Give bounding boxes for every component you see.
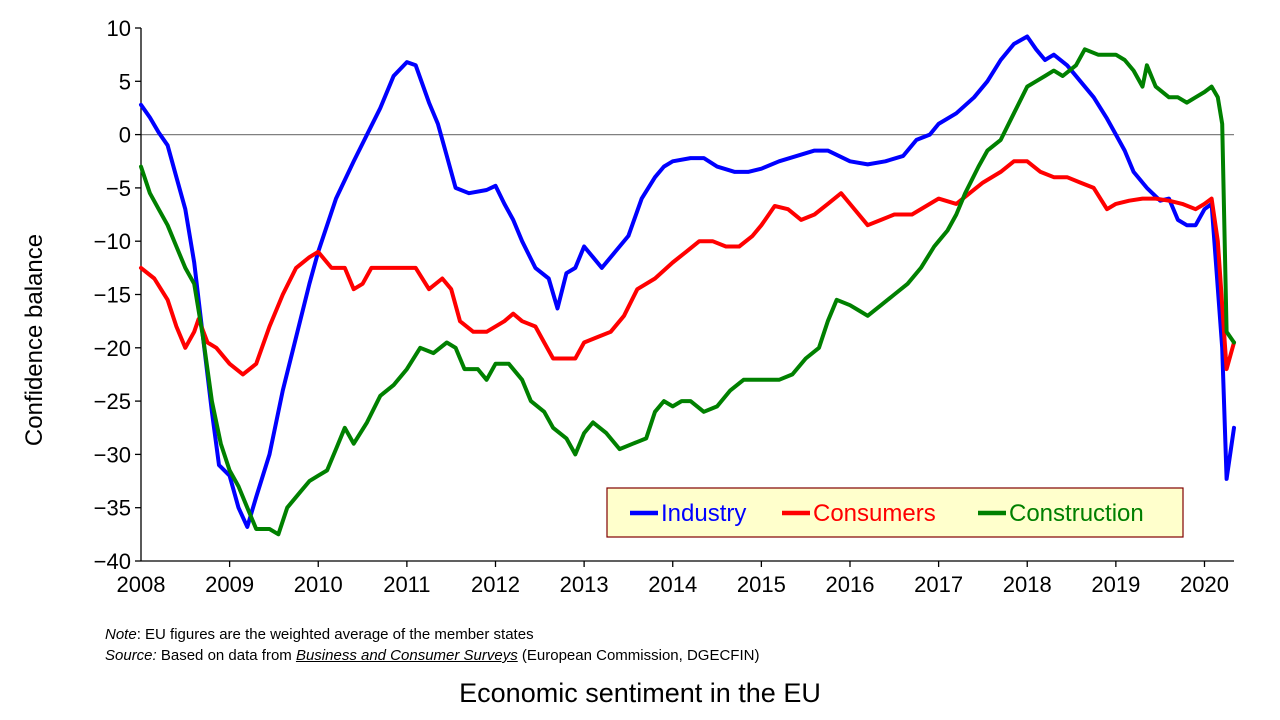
y-tick-label: −35 [94, 496, 131, 521]
source-text-after: (European Commission, DGECFIN) [517, 647, 760, 664]
x-tick-label: 2013 [560, 572, 609, 597]
legend-label-consumers: Consumers [813, 500, 936, 527]
x-tick-label: 2010 [294, 572, 343, 597]
y-axis-title: Confidence balance [21, 234, 48, 446]
x-tick-label: 2012 [471, 572, 520, 597]
x-tick-label: 2016 [826, 572, 875, 597]
x-tick-label: 2015 [737, 572, 786, 597]
figure-caption: Economic sentiment in the EU [459, 678, 821, 708]
y-tick-label: −5 [106, 176, 131, 201]
series-line-consumers [139, 159, 1236, 377]
y-tick-label: −15 [94, 283, 131, 308]
x-tick-label: 2011 [383, 572, 430, 597]
series-line-industry [139, 34, 1236, 529]
x-tick-label: 2020 [1180, 572, 1229, 597]
y-tick-label: 10 [107, 16, 131, 41]
source-prefix: Source: [105, 647, 157, 664]
source-text-before: Based on data from [156, 647, 296, 664]
x-tick-label: 2019 [1091, 572, 1140, 597]
legend: Industry Consumers Construction [606, 487, 1184, 538]
y-tick-label: −30 [94, 442, 131, 467]
legend-label-construction: Construction [1009, 500, 1144, 527]
series-line-construction [139, 47, 1236, 537]
note-prefix: Note [105, 626, 137, 643]
y-tick-label: 5 [119, 69, 131, 94]
note-line: Note: EU figures are the weighted averag… [105, 626, 534, 643]
y-tick-label: −20 [94, 336, 131, 361]
y-tick-label: −25 [94, 389, 131, 414]
series-lines [139, 34, 1236, 537]
y-tick-label: −10 [94, 229, 131, 254]
note-text: : EU figures are the weighted average of… [136, 626, 534, 643]
x-tick-label: 2009 [205, 572, 254, 597]
x-tick-label: 2018 [1003, 572, 1052, 597]
x-tick-label: 2017 [914, 572, 963, 597]
source-line: Source: Based on data from Business and … [105, 647, 759, 664]
legend-box [606, 487, 1184, 538]
legend-label-industry: Industry [661, 500, 746, 527]
y-tick-label: 0 [119, 123, 131, 148]
source-link[interactable]: Business and Consumer Surveys [295, 647, 518, 664]
y-tick-label: −40 [94, 549, 131, 574]
x-tick-label: 2014 [648, 572, 697, 597]
chart: Confidence balance 10 5 0 −5 −10 −15 −20 −25 −30… [21, 16, 1236, 597]
x-tick-label: 2008 [117, 572, 166, 597]
